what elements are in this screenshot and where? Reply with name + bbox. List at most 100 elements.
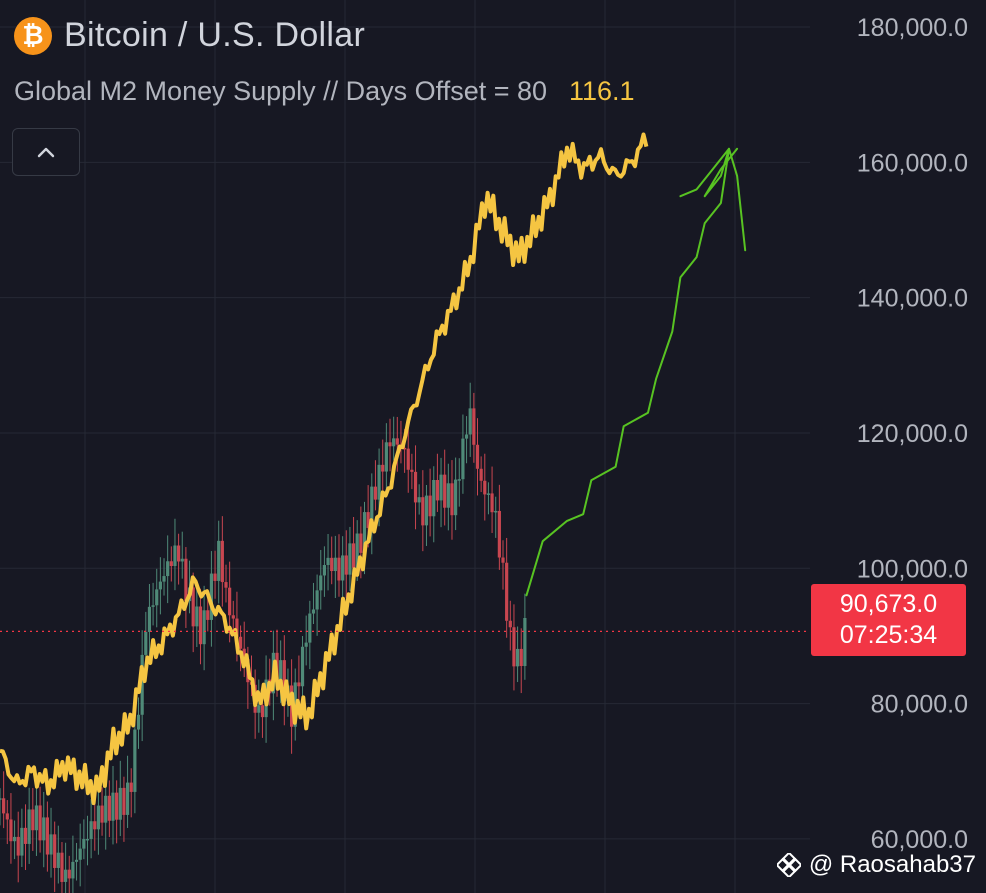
candle-body <box>515 648 520 667</box>
candle-body <box>392 438 396 447</box>
candle-body <box>166 561 170 577</box>
candle-body <box>195 606 199 627</box>
collapse-legend-button[interactable] <box>12 128 80 176</box>
candle-body <box>231 615 235 619</box>
candle-body <box>85 838 90 841</box>
candle-body <box>42 817 46 841</box>
candle-body <box>494 510 498 513</box>
candle-body <box>413 471 418 503</box>
candle-body <box>136 714 141 730</box>
candle-body <box>362 512 367 553</box>
candle-body <box>67 869 71 879</box>
y-tick-label-3: 120,000.0 <box>857 420 968 448</box>
candle-body <box>388 442 392 447</box>
candle-body <box>457 479 461 481</box>
candle-body <box>60 852 64 882</box>
candle-body <box>89 821 93 839</box>
candle-body <box>155 589 159 606</box>
candle-body <box>224 582 228 588</box>
candle-body <box>74 859 79 862</box>
candle-body <box>490 493 494 513</box>
candle-body <box>213 573 217 581</box>
candle-body <box>0 798 2 800</box>
candle-body <box>242 648 246 660</box>
candle-body <box>56 852 60 868</box>
symbol-title: Bitcoin / U.S. Dollar <box>64 16 366 54</box>
candle-body <box>34 805 39 831</box>
candle-body <box>122 787 126 815</box>
candle-body <box>38 805 42 841</box>
candle-body <box>443 474 447 508</box>
y-tick-label-2: 140,000.0 <box>857 285 968 313</box>
candle-body <box>348 543 352 575</box>
candle-body <box>125 782 130 815</box>
candle-body <box>23 827 28 844</box>
candle-body <box>475 444 480 469</box>
candle-body <box>519 648 523 667</box>
candle-body <box>158 581 162 590</box>
candle-body <box>64 869 68 882</box>
candle-body <box>198 606 203 645</box>
candle-body <box>115 792 119 820</box>
candle-body <box>326 557 330 566</box>
candle-body <box>319 575 323 591</box>
candle-body <box>184 558 188 602</box>
candle-body <box>104 795 108 823</box>
candle-body <box>341 555 345 581</box>
candle-body <box>297 682 301 687</box>
candle-body <box>446 483 450 508</box>
candle-body <box>377 464 381 500</box>
candle-body <box>31 809 35 831</box>
candle-body <box>282 660 286 702</box>
candle-body <box>144 631 148 655</box>
current-price-value: 90,673.0 <box>839 590 938 618</box>
candle-body <box>508 620 512 628</box>
indicator-label: Global M2 Money Supply // Days Offset = … <box>14 76 548 106</box>
candle-body <box>311 609 316 614</box>
candle-body <box>439 474 443 501</box>
candle-body <box>206 610 210 620</box>
candle-body <box>410 469 414 472</box>
candle-body <box>359 533 363 553</box>
candle-body <box>180 558 184 562</box>
series-line-projection <box>525 147 747 597</box>
candle-body <box>486 493 491 495</box>
candle-body <box>450 483 454 516</box>
candle-body <box>344 555 348 575</box>
candle-countdown: 07:25:34 <box>839 621 938 649</box>
candle-body <box>468 408 472 435</box>
indicator-legend[interactable]: Global M2 Money Supply // Days Offset = … <box>14 76 635 107</box>
candle-body <box>421 497 425 526</box>
candle-body <box>501 557 505 563</box>
candle-body <box>300 646 305 687</box>
candle-body <box>479 468 483 481</box>
candle-body <box>428 495 432 517</box>
symbol-header[interactable]: ₿ Bitcoin / U.S. Dollar <box>14 16 365 55</box>
candle-body <box>337 557 341 581</box>
candle-body <box>20 827 24 856</box>
candle-body <box>71 861 75 879</box>
candle-body <box>177 545 181 562</box>
candle-body <box>100 805 104 823</box>
candle-body <box>395 438 399 445</box>
candle-body <box>2 798 6 814</box>
watermark: @ Raosahab37 <box>776 851 976 879</box>
candle-body <box>162 576 166 582</box>
candle-body <box>257 705 261 713</box>
y-tick-label-5: 80,000.0 <box>871 691 968 719</box>
candle-body <box>454 479 458 516</box>
candle-body <box>45 817 49 855</box>
series-line-m2 <box>0 132 649 806</box>
projection-arrowhead <box>679 147 739 198</box>
candle-body <box>173 545 177 567</box>
candle-body <box>315 590 319 610</box>
candle-body <box>129 782 133 792</box>
candle-body <box>373 486 378 500</box>
candle-body <box>202 610 206 645</box>
candle-body <box>424 495 429 526</box>
candle-body <box>53 834 57 868</box>
candle-body <box>9 819 13 842</box>
candle-body <box>93 821 97 830</box>
candle-body <box>140 654 144 715</box>
